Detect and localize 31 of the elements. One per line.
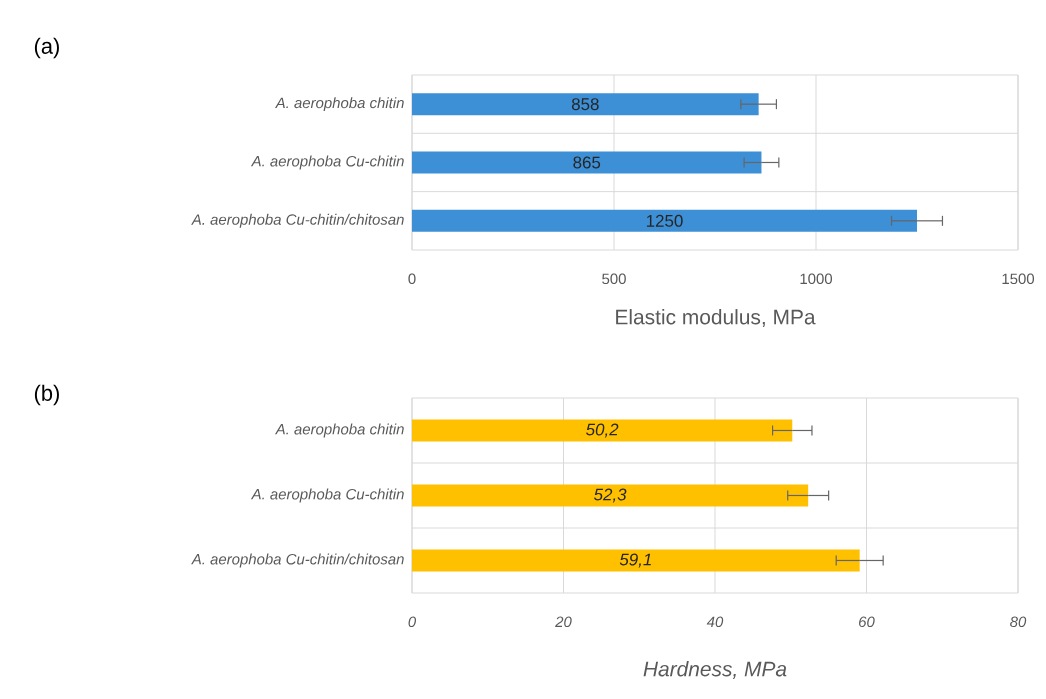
data-label: 59,1 bbox=[619, 553, 651, 568]
x-axis-title: Hardness, MPa bbox=[643, 661, 787, 679]
y-tick-label: A. aerophoba Cu-chitin/chitosan bbox=[191, 213, 404, 228]
y-tick-label: A. aerophoba Cu-chitin bbox=[250, 155, 404, 170]
y-tick-label: A. aerophoba Cu-chitin/chitosan bbox=[191, 553, 404, 568]
data-label: 1250 bbox=[646, 214, 683, 227]
x-tick-label: 0 bbox=[408, 616, 417, 628]
x-tick-label: 1000 bbox=[800, 273, 833, 285]
x-tick-label: 0 bbox=[408, 273, 416, 285]
data-label: 865 bbox=[573, 156, 601, 169]
y-tick-label: A. aerophoba chitin bbox=[274, 423, 404, 438]
x-tick-label: 80 bbox=[1010, 616, 1027, 628]
data-label: 52,3 bbox=[593, 488, 627, 503]
data-label: 858 bbox=[571, 98, 599, 111]
bar bbox=[412, 419, 793, 442]
y-tick-label: A. aerophoba Cu-chitin bbox=[250, 488, 404, 503]
bar bbox=[412, 93, 759, 116]
data-label: 50,2 bbox=[586, 423, 619, 438]
x-tick-label: 40 bbox=[706, 616, 724, 628]
x-tick-label: 500 bbox=[602, 273, 626, 285]
x-tick-label: 1500 bbox=[1002, 273, 1035, 285]
bar bbox=[412, 151, 762, 174]
x-tick-label: 60 bbox=[859, 616, 875, 628]
bar bbox=[412, 549, 860, 572]
text: (a) bbox=[34, 37, 59, 59]
y-tick-label: A. aerophoba chitin bbox=[274, 97, 404, 112]
bar bbox=[412, 209, 918, 232]
x-axis-title: Elastic modulus, MPa bbox=[616, 309, 816, 327]
bar bbox=[412, 484, 809, 507]
text: (b) bbox=[34, 384, 59, 406]
x-tick-label: 20 bbox=[555, 616, 572, 628]
